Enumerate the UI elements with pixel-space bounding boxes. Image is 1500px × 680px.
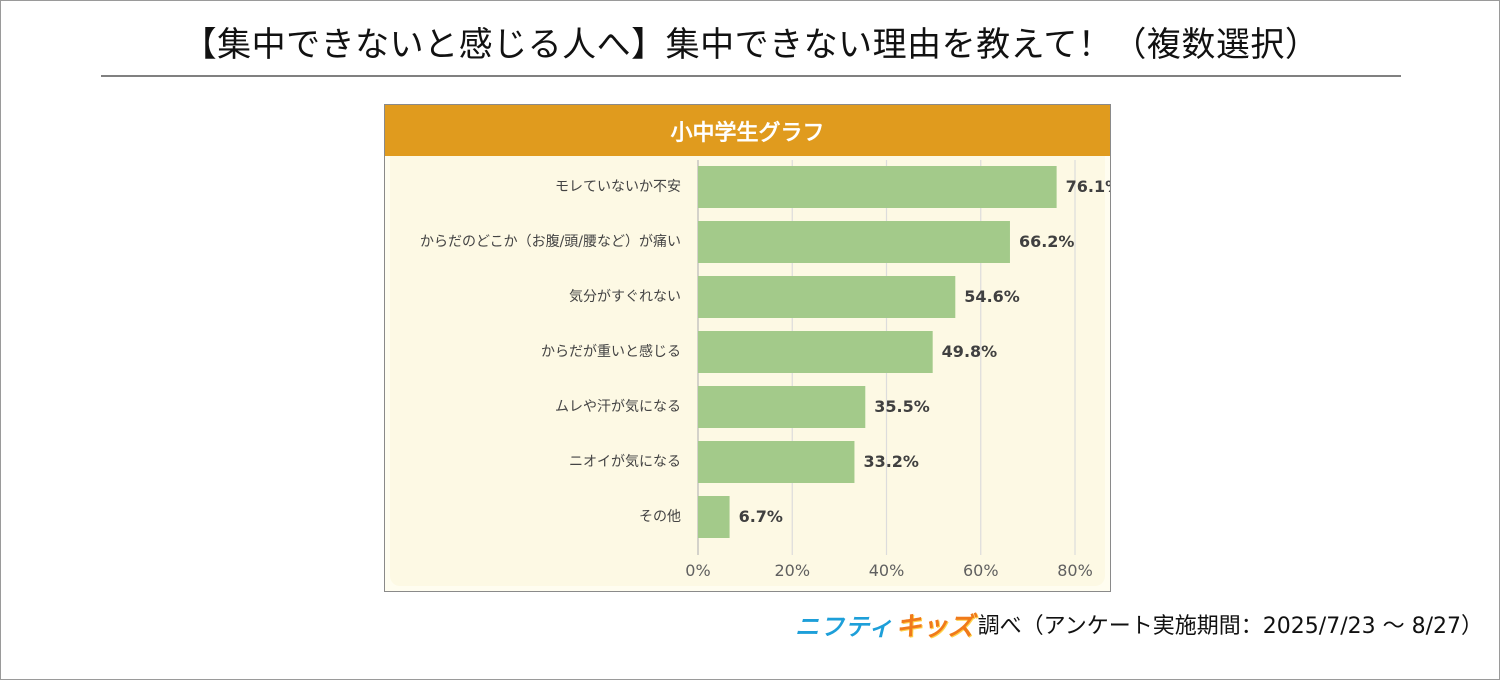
logo-text-kids: キッズ [895,611,974,642]
data-label: 6.7% [739,507,783,526]
niftykids-logo: ニフティ キッズ [795,606,974,643]
data-label: 49.8% [942,342,998,361]
bar [698,166,1057,208]
x-tick-label: 60% [963,561,999,580]
chart-header: 小中学生グラフ [385,105,1110,156]
bar [698,276,956,318]
chart-panel: 小中学生グラフ 0% 20% 40% 60% 80% モレていないか不安 76.1% からだの… [384,104,1111,592]
data-label: 54.6% [964,287,1020,306]
category-label: その他 [639,509,681,525]
x-tick-label: 0% [685,561,710,580]
bar [698,441,855,483]
x-tick-label: 80% [1057,561,1093,580]
data-label: 35.5% [874,397,930,416]
data-label: 66.2% [1019,232,1075,251]
survey-period-text: 調べ（アンケート実施期間：2025/7/23 ～ 8/27） [977,614,1483,639]
category-label: ニオイが気になる [569,454,681,470]
category-label: からだが重いと感じる [541,343,681,360]
source-footer: ニフティ キッズ 調べ（アンケート実施期間：2025/7/23 ～ 8/27） [795,606,1483,643]
category-label: モレていないか不安 [555,179,681,195]
logo-text-nifty: ニフティ [795,612,894,641]
data-label: 76.1% [1066,177,1110,196]
category-label: ムレや汗が気になる [555,399,681,415]
category-label: からだのどこか（お腹/頭/腰など）が痛い [420,233,681,250]
bar [698,386,866,428]
title-divider [101,75,1401,77]
data-label: 33.2% [863,452,919,471]
page-title: 【集中できないと感じる人へ】集中できない理由を教えて！（複数選択） [182,25,1320,65]
bar [698,331,933,373]
category-label: 気分がすぐれない [569,289,681,305]
bar [698,496,730,538]
bar-chart: 0% 20% 40% 60% 80% モレていないか不安 76.1% からだのどこか（お腹/頭… [420,160,1110,580]
bar [698,221,1010,263]
x-tick-label: 20% [774,561,810,580]
x-tick-label: 40% [869,561,905,580]
